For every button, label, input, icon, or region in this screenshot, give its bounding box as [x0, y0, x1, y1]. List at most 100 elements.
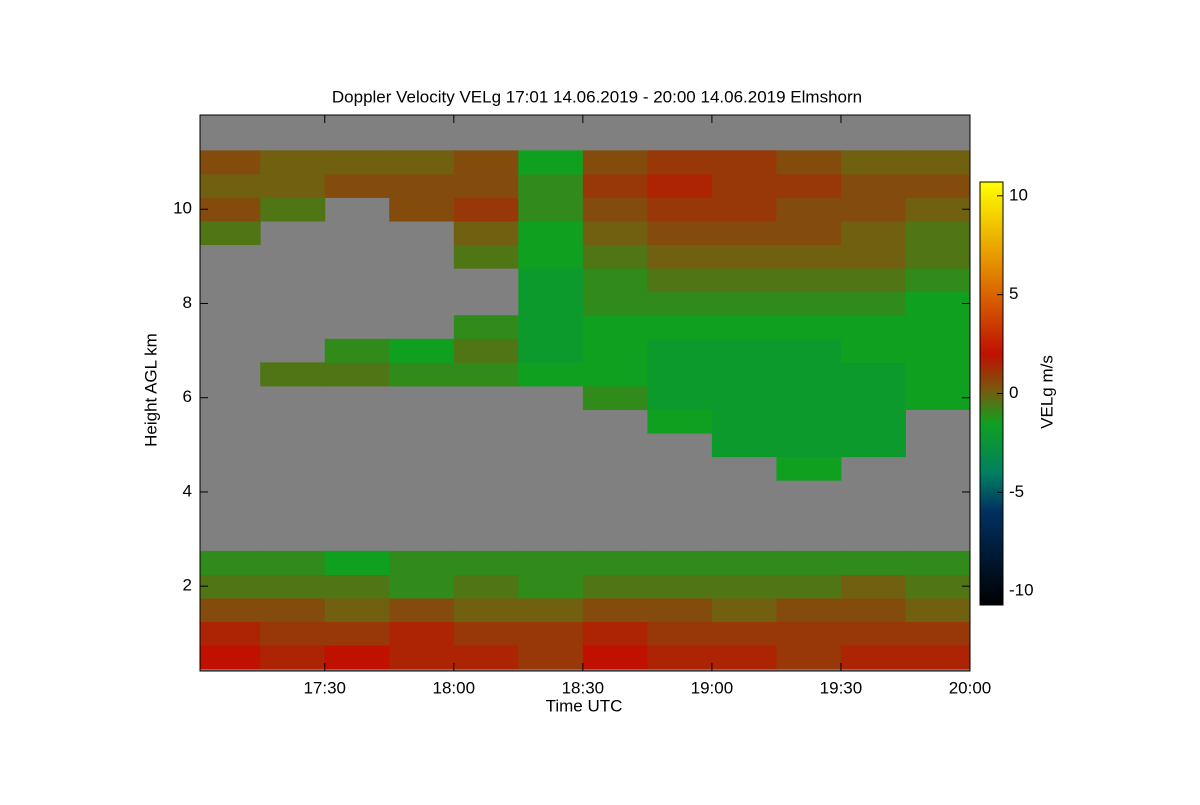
heatmap-cell	[840, 244, 906, 269]
x-tick-label: 18:00	[433, 678, 476, 697]
heatmap-cell	[905, 550, 970, 575]
heatmap-cell	[840, 409, 906, 434]
heatmap-cell	[711, 433, 777, 458]
y-tick-label: 6	[183, 387, 192, 406]
heatmap-cell	[582, 315, 648, 340]
heatmap-cell	[711, 550, 777, 575]
heatmap-cell	[260, 597, 326, 623]
heatmap-cell	[389, 550, 455, 575]
heatmap-cell	[776, 597, 842, 623]
heatmap-cell	[647, 197, 713, 222]
heatmap-cell	[711, 268, 777, 293]
heatmap-cell	[200, 173, 261, 198]
heatmap-cell	[324, 150, 390, 175]
heatmap-cell	[200, 574, 261, 599]
heatmap-cell	[776, 621, 842, 646]
heatmap-cell	[647, 268, 713, 293]
heatmap-cell	[582, 197, 648, 222]
heatmap-cell	[389, 173, 455, 198]
heatmap-cell	[905, 338, 970, 363]
heatmap-cell	[905, 385, 970, 410]
heatmap-cell	[582, 550, 648, 575]
x-tick-label: 17:30	[303, 678, 346, 697]
heatmap-cell	[711, 150, 777, 175]
heatmap-cell	[582, 338, 648, 363]
heatmap-cell	[518, 621, 584, 646]
heatmap-cell	[324, 338, 390, 363]
heatmap-cell	[905, 244, 970, 269]
heatmap-cell	[518, 150, 584, 175]
heatmap-cell	[518, 268, 584, 293]
heatmap-cell	[840, 173, 906, 198]
heatmap-cell	[776, 221, 842, 246]
heatmap-cell	[647, 150, 713, 175]
heatmap-cell	[453, 244, 519, 269]
heatmap-cell	[905, 362, 970, 387]
heatmap-cell	[711, 621, 777, 646]
heatmap-cell	[776, 456, 842, 481]
heatmap-cell	[260, 621, 326, 646]
heatmap-cell	[711, 291, 777, 316]
heatmap-cell	[389, 574, 455, 599]
heatmap-cell	[711, 645, 777, 670]
heatmap-cell	[518, 362, 584, 387]
heatmap-cell	[840, 621, 906, 646]
heatmap-cell	[647, 550, 713, 575]
heatmap-cell	[518, 221, 584, 246]
heatmap-cell	[200, 150, 261, 175]
heatmap-cell	[453, 197, 519, 222]
heatmap-cell	[647, 409, 713, 434]
heatmap-cell	[905, 291, 970, 316]
heatmap-cell	[260, 645, 326, 670]
heatmap-cell	[260, 173, 326, 198]
heatmap-cell	[840, 197, 906, 222]
heatmap-cell	[453, 597, 519, 623]
heatmap-cell	[840, 433, 906, 458]
heatmap-cell	[582, 221, 648, 246]
heatmap-cell	[453, 150, 519, 175]
heatmap-cell	[389, 338, 455, 363]
heatmap-cell	[711, 197, 777, 222]
heatmap-cell	[200, 597, 261, 623]
heatmap-cell	[389, 597, 455, 623]
heatmap-cell	[518, 574, 584, 599]
x-axis-label: Time UTC	[546, 696, 623, 715]
heatmap-cell	[324, 173, 390, 198]
heatmap-cell	[711, 409, 777, 434]
heatmap-cell	[518, 197, 584, 222]
heatmap-cell	[453, 645, 519, 670]
heatmap-cell	[840, 385, 906, 410]
heatmap-cell	[840, 221, 906, 246]
heatmap-cell	[647, 597, 713, 623]
heatmap-cell	[840, 268, 906, 293]
heatmap-cell	[776, 244, 842, 269]
heatmap-cell	[776, 291, 842, 316]
plot-frame	[199, 114, 971, 672]
heatmap-cell	[582, 173, 648, 198]
heatmap-cell	[840, 550, 906, 575]
heatmap-cell	[453, 315, 519, 340]
heatmap-cell	[389, 362, 455, 387]
heatmap-cell	[711, 385, 777, 410]
heatmap-cell	[260, 550, 326, 575]
heatmap-cell	[260, 197, 326, 222]
heatmap-cell	[389, 621, 455, 646]
heatmap-cell	[518, 550, 584, 575]
y-tick-label: 4	[183, 481, 192, 500]
heatmap-cell	[582, 645, 648, 670]
colorbar-tick-label: 10	[1009, 185, 1028, 204]
heatmap-cell	[260, 150, 326, 175]
heatmap-cell	[582, 621, 648, 646]
heatmap-cell	[647, 291, 713, 316]
heatmap-cell	[905, 150, 970, 175]
colorbar-label: VELg m/s	[1037, 355, 1056, 429]
heatmap-cell	[582, 597, 648, 623]
heatmap-cell	[324, 574, 390, 599]
heatmap-cell	[905, 197, 970, 222]
y-axis-label: Height AGL km	[141, 333, 160, 447]
heatmap-cell	[711, 362, 777, 387]
heatmap-cell	[840, 291, 906, 316]
heatmap-cell	[711, 173, 777, 198]
